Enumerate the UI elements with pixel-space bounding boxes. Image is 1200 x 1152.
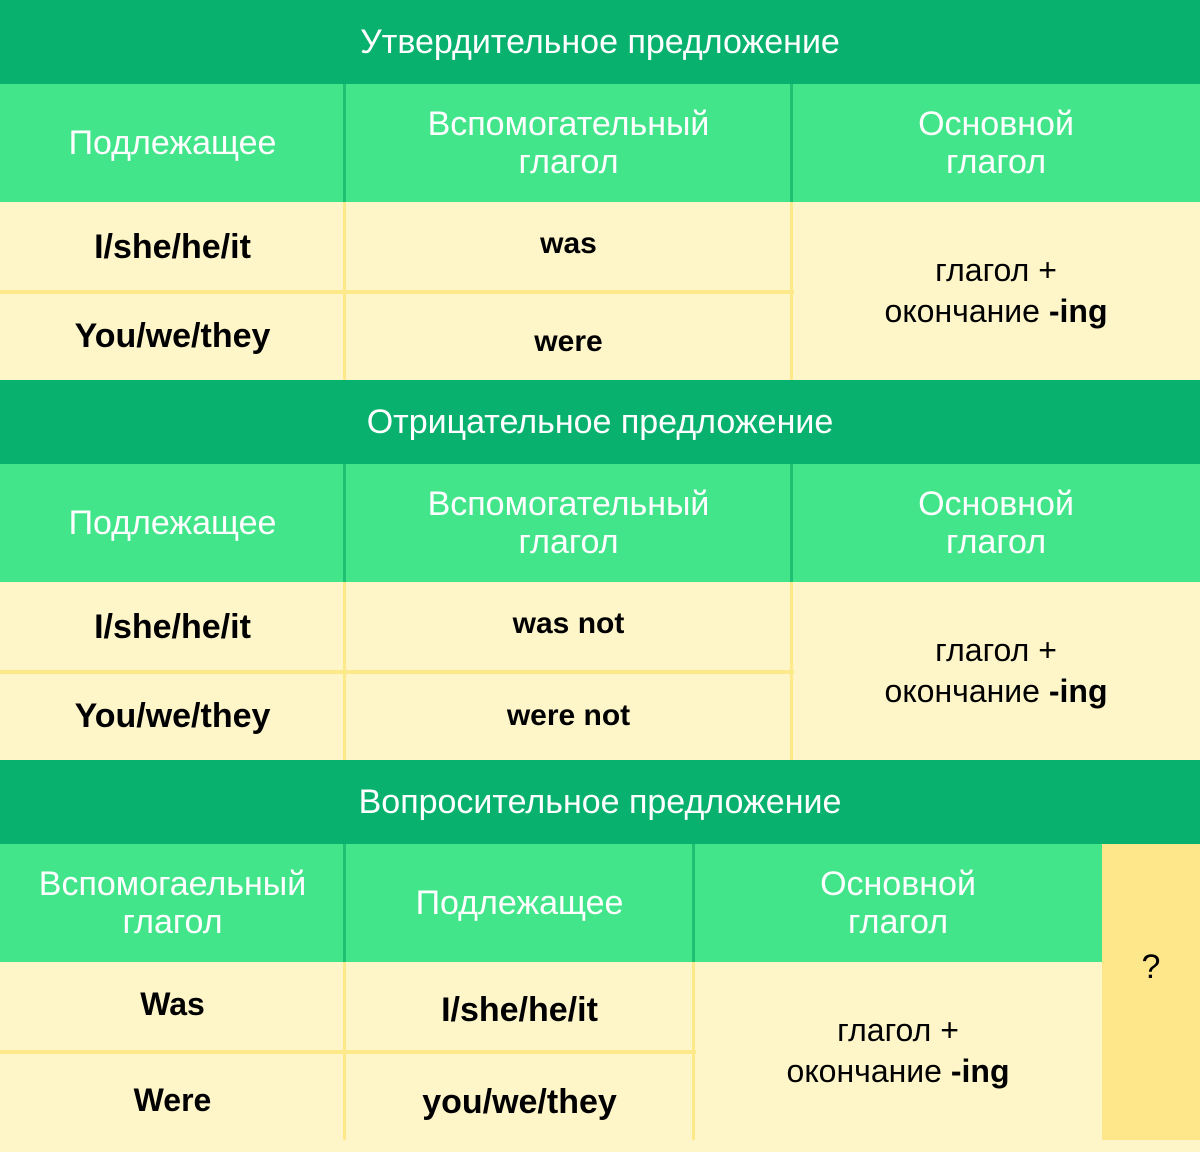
divider [343, 84, 346, 202]
subject-cell: you/we/they [345, 1052, 694, 1152]
divider [790, 84, 793, 202]
section-title: Отрицательное предложение [0, 380, 1200, 464]
main-verb-cell: глагол + окончание -ing [694, 962, 1102, 1140]
main-verb-line2: окончание -ing [885, 291, 1108, 332]
header-subject: Подлежащее [0, 84, 345, 202]
header-auxiliary: Вспомогательный глагол [345, 464, 792, 582]
question-section: Вопросительное предложение Вспомогаельны… [0, 760, 1200, 1152]
section-title: Вопросительное предложение [0, 760, 1200, 844]
header-subject: Подлежащее [345, 844, 694, 962]
main-verb-line1: глагол + [935, 252, 1057, 288]
header-auxiliary: Вспомогаельный глагол [0, 844, 345, 962]
auxiliary-cell: Was [0, 962, 345, 1046]
divider [343, 464, 346, 582]
divider [0, 670, 794, 674]
auxiliary-cell: were [345, 292, 792, 392]
suffix: -ing [950, 1053, 1010, 1089]
divider [790, 464, 793, 582]
subject-cell: You/we/they [0, 292, 345, 380]
auxiliary-cell: were not [345, 672, 792, 760]
ending-label: окончание [786, 1053, 942, 1089]
main-verb-line1: глагол + [837, 1012, 959, 1048]
question-mark-cell: ? [1102, 844, 1200, 1140]
header-main-verb: Основной глагол [792, 464, 1200, 582]
subject-cell: I/she/he/it [0, 582, 345, 672]
suffix: -ing [1048, 673, 1108, 709]
main-verb-line1: глагол + [935, 632, 1057, 668]
divider [0, 290, 794, 294]
header-auxiliary: Вспомогательный глагол [345, 84, 792, 202]
main-verb-line2: окончание -ing [885, 671, 1108, 712]
main-verb-cell: глагол + окончание -ing [792, 202, 1200, 380]
main-verb-line2: окончание -ing [787, 1051, 1010, 1092]
header-main-verb: Основной глагол [694, 844, 1102, 962]
auxiliary-cell: was [345, 202, 792, 286]
header-main-verb: Основной глагол [792, 84, 1200, 202]
header-subject: Подлежащее [0, 464, 345, 582]
subject-cell: I/she/he/it [345, 962, 694, 1058]
ending-label: окончание [884, 293, 1040, 329]
suffix: -ing [1048, 293, 1108, 329]
auxiliary-cell: was not [345, 582, 792, 666]
main-verb-cell: глагол + окончание -ing [792, 582, 1200, 760]
divider [343, 844, 346, 962]
subject-cell: You/we/they [0, 672, 345, 760]
divider [0, 1050, 696, 1054]
section-title: Утвердительное предложение [0, 0, 1200, 84]
subject-cell: I/she/he/it [0, 202, 345, 292]
divider [692, 844, 695, 962]
ending-label: окончание [884, 673, 1040, 709]
auxiliary-cell: Were [0, 1052, 345, 1148]
negative-section: Отрицательное предложение Подлежащее Всп… [0, 380, 1200, 760]
affirmative-section: Утвердительное предложение Подлежащее Вс… [0, 0, 1200, 392]
